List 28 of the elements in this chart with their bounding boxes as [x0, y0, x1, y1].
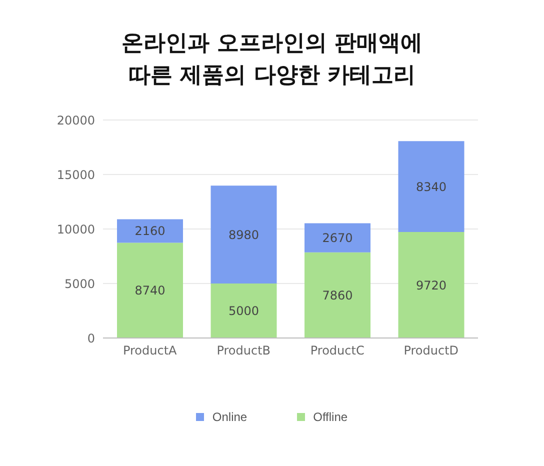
y-tick-label: 20000 [56, 113, 95, 128]
bar [398, 232, 464, 338]
bar [210, 284, 277, 338]
legend-label: Online [211, 410, 248, 424]
chart-title: 온라인과 오프라인의 판매액에 따른 제품의 다양한 카테고리 [120, 30, 424, 90]
x-tick-label: ProductA [122, 344, 178, 358]
x-tick-label: ProductD [404, 344, 459, 358]
data-label: 2160 [134, 224, 166, 238]
data-label: 9720 [416, 278, 447, 292]
data-label: 7860 [322, 288, 353, 302]
x-tick-label: ProductC [310, 344, 364, 358]
data-label: 8340 [416, 180, 447, 194]
bar [210, 186, 277, 284]
legend-label: Offline [312, 410, 348, 424]
data-label: 8740 [134, 284, 166, 298]
data-label: 8980 [228, 228, 260, 242]
y-tick-label: 5000 [64, 276, 95, 291]
bar [117, 242, 183, 338]
data-label: 5000 [228, 304, 260, 318]
bar [398, 141, 464, 232]
x-tick-label: ProductB [216, 344, 271, 358]
data-label: 2670 [322, 231, 353, 246]
y-tick-label: 0 [87, 331, 95, 346]
bar [117, 219, 183, 243]
y-tick-label: 15000 [56, 168, 95, 182]
y-tick-label: 10000 [56, 222, 95, 236]
bar [304, 223, 370, 252]
bar [304, 252, 370, 338]
